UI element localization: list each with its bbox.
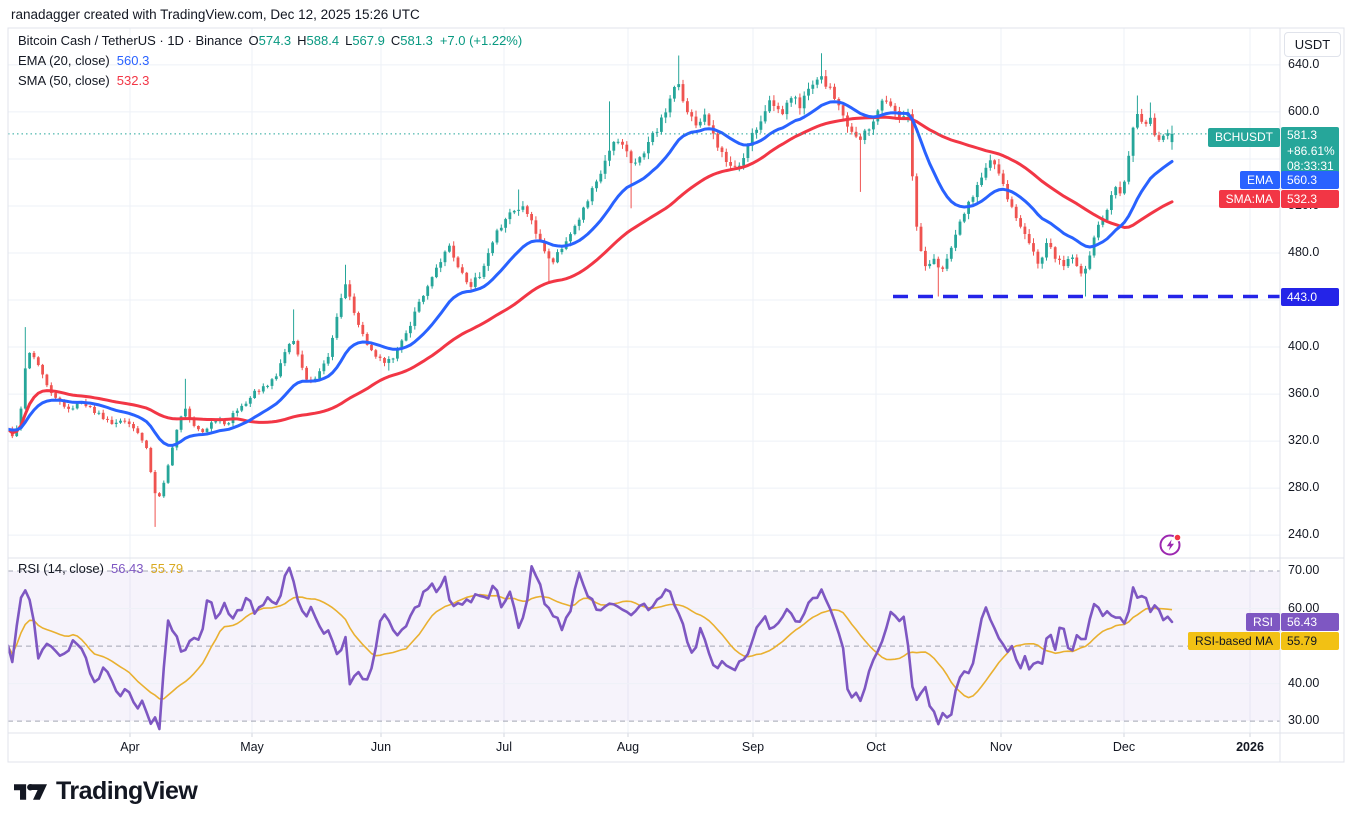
flash-boost-icon[interactable] <box>1157 530 1185 558</box>
ema-axis-badge: 560.3 <box>1281 171 1339 189</box>
open-label: O <box>248 33 259 48</box>
price-axis-label: 360.0 <box>1288 386 1320 400</box>
symbol-title: Bitcoin Cash / TetherUS · 1D · Binance <box>18 33 243 48</box>
time-axis-label: 2026 <box>1236 740 1264 754</box>
rsi-value: 56.43 <box>110 561 144 576</box>
sma-label: SMA (50, close) <box>18 73 110 88</box>
time-axis-label: Jun <box>370 740 392 754</box>
symbol-price-badge: 581.3 +86.61% 08:33:31 <box>1281 127 1339 174</box>
ema-label: EMA (20, close) <box>18 53 110 68</box>
ema-legend-row[interactable]: EMA (20, close) 560.3 <box>18 51 522 71</box>
tradingview-wordmark: TradingView <box>56 777 198 805</box>
symbol-price-tag: BCHUSDT <box>1207 128 1280 147</box>
rsi-ma-value: 55.79 <box>150 561 184 576</box>
time-axis-label: Aug <box>616 740 640 754</box>
time-axis-label: Apr <box>120 740 140 754</box>
price-axis-label: 600.0 <box>1288 104 1320 118</box>
ema-tag: EMA <box>1239 171 1280 189</box>
close-label: C <box>390 33 401 48</box>
sma-legend-row[interactable]: SMA (50, close) 532.3 <box>18 71 522 91</box>
time-axis-label: Nov <box>989 740 1013 754</box>
rsi-ma-axis-badge: 55.79 <box>1281 632 1339 650</box>
open-value: 574.3 <box>258 33 292 48</box>
low-label: L <box>345 33 353 48</box>
ema-value: 560.3 <box>116 53 150 68</box>
price-axis-label: 240.0 <box>1288 527 1320 541</box>
price-axis-label: 480.0 <box>1288 245 1320 259</box>
rsi-axis-label: 30.00 <box>1288 713 1320 727</box>
price-axis-label: 640.0 <box>1288 57 1320 71</box>
time-axis-label: Oct <box>866 740 886 754</box>
time-axis-label: May <box>240 740 264 754</box>
rsi-axis-badge: 56.43 <box>1281 613 1339 631</box>
rsi-tag: RSI <box>1245 613 1280 631</box>
rsi-legend-row[interactable]: RSI (14, close) 56.43 55.79 <box>18 561 183 576</box>
symbol-legend-row[interactable]: Bitcoin Cash / TetherUS · 1D · Binance O5… <box>18 31 522 51</box>
main-legend: Bitcoin Cash / TetherUS · 1D · Binance O5… <box>18 31 522 91</box>
rsi-axis-label: 40.00 <box>1288 676 1320 690</box>
tradingview-logo-icon <box>14 783 47 800</box>
change-percent: +86.61% <box>1287 143 1335 158</box>
change-value: +7.0 (+1.22%) <box>439 33 523 48</box>
attribution-caption: ranadagger created with TradingView.com,… <box>11 7 420 22</box>
rsi-ma-tag: RSI-based MA <box>1187 632 1280 650</box>
price-axis-label: 320.0 <box>1288 433 1320 447</box>
high-value: 588.4 <box>306 33 340 48</box>
rsi-axis-label: 70.00 <box>1288 563 1320 577</box>
close-value: 581.3 <box>400 33 433 48</box>
time-axis-label: Sep <box>741 740 765 754</box>
time-axis-label: Jul <box>496 740 512 754</box>
sma-value: 532.3 <box>116 73 150 88</box>
support-level-badge: 443.0 <box>1281 288 1339 306</box>
price-axis-label: 280.0 <box>1288 480 1320 494</box>
price-axis-label: 400.0 <box>1288 339 1320 353</box>
last-price: 581.3 <box>1287 128 1318 142</box>
high-label: H <box>297 33 307 48</box>
sma-axis-badge: 532.3 <box>1281 190 1339 208</box>
rsi-label: RSI (14, close) <box>18 561 104 576</box>
currency-unit-button[interactable]: USDT <box>1284 32 1341 57</box>
bar-countdown: 08:33:31 <box>1287 159 1334 173</box>
sma-tag: SMA:MA <box>1218 190 1280 208</box>
time-axis-label: Dec <box>1112 740 1136 754</box>
rsi-axis-label: 60.00 <box>1288 601 1320 615</box>
low-value: 567.9 <box>352 33 385 48</box>
tradingview-logo[interactable]: TradingView <box>14 777 198 806</box>
